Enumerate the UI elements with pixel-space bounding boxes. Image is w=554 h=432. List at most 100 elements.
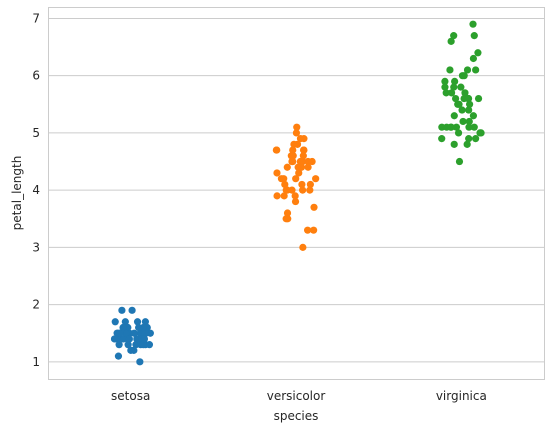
data-point-virginica [455, 100, 463, 108]
y-tick-label: 6 [32, 69, 40, 83]
x-tick-label: setosa [111, 389, 150, 403]
data-point-virginica [450, 112, 458, 120]
data-point-setosa [125, 335, 133, 343]
x-axis-label: species [274, 409, 319, 423]
data-point-virginica [450, 140, 458, 148]
data-point-versicolor [308, 157, 316, 166]
data-point-versicolor [273, 192, 281, 200]
y-axis-label: petal_length [10, 156, 24, 231]
data-point-virginica [466, 100, 474, 108]
x-tick-labels: setosa versicolor virginica [111, 389, 487, 403]
data-point-virginica [438, 135, 446, 143]
data-point-versicolor [283, 209, 292, 217]
data-point-versicolor [300, 146, 308, 154]
data-point-virginica [454, 129, 463, 137]
data-point-virginica [447, 89, 456, 97]
data-point-virginica [474, 94, 483, 103]
data-point-virginica [450, 32, 458, 40]
data-point-virginica [469, 54, 478, 63]
y-tick-label: 4 [32, 183, 40, 197]
data-point-virginica [463, 140, 471, 148]
data-point-versicolor [283, 163, 291, 171]
data-point-virginica [469, 112, 478, 120]
data-point-versicolor [283, 186, 291, 194]
y-tick-labels: 1 2 3 4 5 6 7 [32, 11, 40, 368]
data-point-versicolor [281, 180, 289, 189]
data-point-versicolor [304, 163, 312, 171]
data-point-virginica [465, 135, 473, 143]
data-point-versicolor [293, 123, 301, 131]
data-point-virginica [458, 72, 467, 80]
data-point-virginica [455, 157, 464, 166]
data-point-setosa [130, 329, 138, 337]
x-tick-label: virginica [436, 389, 487, 403]
data-point-versicolor [289, 152, 297, 160]
data-point-setosa [124, 341, 132, 349]
data-point-versicolor [312, 175, 320, 183]
data-point-setosa [116, 329, 124, 337]
data-point-versicolor [306, 180, 314, 189]
data-point-virginica [469, 20, 477, 28]
data-point-virginica [472, 66, 480, 74]
data-point-virginica [446, 66, 454, 74]
data-points [110, 20, 485, 366]
data-point-virginica [463, 66, 472, 74]
data-point-virginica [452, 123, 461, 131]
data-point-versicolor [299, 186, 307, 194]
data-point-setosa [136, 358, 144, 366]
data-point-versicolor [310, 226, 318, 234]
data-point-versicolor [289, 157, 297, 166]
data-point-setosa [139, 341, 147, 349]
data-point-setosa [141, 329, 149, 337]
data-point-setosa [115, 341, 123, 349]
data-point-versicolor [299, 243, 307, 251]
data-point-setosa [133, 318, 142, 326]
data-point-setosa [122, 329, 130, 337]
data-point-versicolor [298, 180, 306, 189]
data-point-virginica [470, 32, 478, 40]
data-point-virginica [447, 123, 455, 131]
data-point-versicolor [280, 175, 288, 183]
data-point-virginica [450, 83, 458, 91]
data-point-virginica [461, 89, 469, 97]
data-point-versicolor [299, 152, 307, 160]
data-point-versicolor [290, 140, 298, 148]
data-point-versicolor [310, 203, 318, 211]
data-point-versicolor [296, 157, 304, 166]
data-point-virginica [464, 94, 472, 103]
y-tick-label: 7 [32, 11, 40, 25]
data-point-virginica [465, 123, 473, 131]
data-point-versicolor [292, 129, 301, 137]
data-point-versicolor [291, 192, 299, 200]
y-tick-label: 3 [32, 240, 40, 254]
data-point-versicolor [295, 169, 303, 177]
data-point-setosa [119, 335, 128, 343]
data-point-virginica [441, 83, 449, 91]
data-point-setosa [119, 323, 127, 332]
data-point-versicolor [291, 197, 300, 206]
data-point-versicolor [304, 226, 312, 234]
data-point-virginica [472, 135, 480, 143]
data-point-virginica [442, 89, 450, 97]
data-point-versicolor [292, 175, 300, 183]
data-point-versicolor [296, 135, 305, 143]
data-point-virginica [459, 117, 467, 126]
y-tick-label: 5 [32, 126, 40, 140]
data-point-versicolor [273, 146, 281, 154]
y-tick-label: 2 [32, 298, 40, 312]
data-point-versicolor [297, 163, 306, 171]
data-point-setosa [110, 335, 119, 343]
data-point-virginica [465, 106, 473, 114]
data-point-setosa [111, 318, 119, 326]
data-point-setosa [118, 306, 126, 314]
y-tick-label: 1 [32, 355, 40, 369]
plot-frame [48, 7, 545, 380]
data-point-virginica [465, 117, 473, 126]
data-point-versicolor [289, 146, 297, 154]
data-point-setosa [135, 323, 143, 332]
x-tick-label: versicolor [267, 389, 326, 403]
data-point-virginica [447, 37, 455, 45]
data-point-setosa [141, 318, 149, 326]
data-point-setosa [140, 335, 149, 343]
